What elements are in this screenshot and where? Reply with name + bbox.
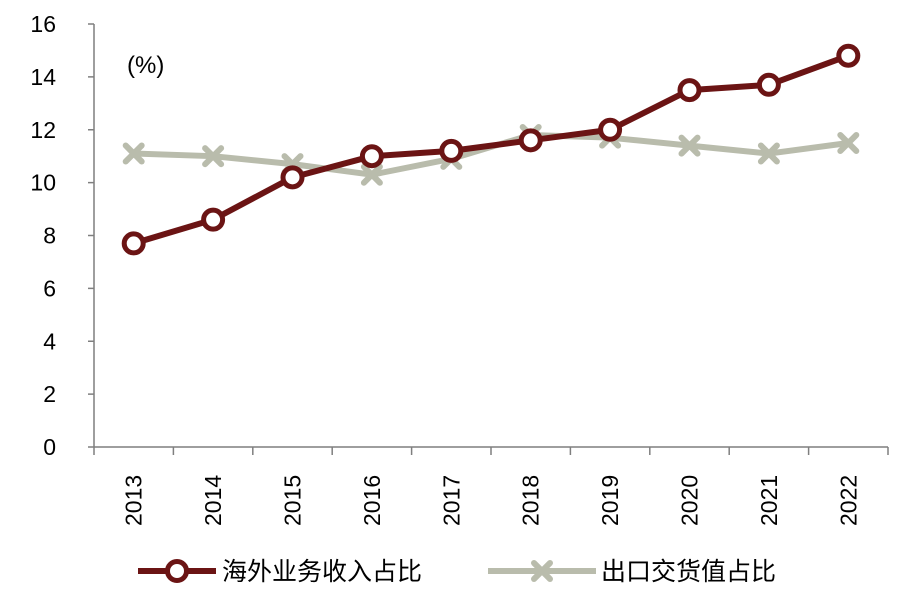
legend: 海外业务收入占比 出口交货值占比	[138, 557, 776, 586]
x-tick-label: 2021	[756, 475, 782, 526]
legend-swatch-marker	[165, 559, 189, 583]
legend-swatch-marker-stroke	[531, 560, 553, 582]
legend-item-2: 出口交货值占比	[488, 557, 776, 586]
series-1-point	[518, 128, 543, 153]
y-tick-label: 4	[43, 328, 56, 354]
series-1-point	[280, 165, 305, 190]
legend-swatch-marker	[531, 560, 553, 582]
series-2-point	[678, 134, 701, 157]
series-2-point-stroke	[757, 142, 780, 165]
legend-label: 出口交货值占比	[601, 557, 776, 586]
x-tick-label: 2022	[835, 475, 861, 526]
y-tick-label: 6	[43, 275, 56, 301]
series-layer	[121, 43, 861, 256]
series-2-point-stroke	[202, 145, 225, 168]
y-tick-label: 2	[43, 381, 56, 407]
axes: 0 2 4 6 8 10 12 14 16 2013 2014 2015 2016 2017 2018 201…	[30, 11, 889, 526]
series-1-point	[121, 231, 146, 256]
x-tick-label: 2016	[359, 475, 385, 526]
legend-label: 海外业务收入占比	[222, 557, 422, 586]
series-2-point	[360, 163, 383, 186]
series-2-point-stroke	[122, 142, 145, 165]
series-1	[121, 43, 861, 256]
y-tick-label: 8	[43, 223, 56, 249]
series-1-line	[132, 52, 850, 247]
x-tick-label: 2018	[518, 475, 544, 526]
y-tick-label: 0	[43, 434, 56, 460]
legend-item-1: 海外业务收入占比	[138, 557, 422, 586]
series-2-point	[837, 131, 860, 154]
series-1-point	[836, 43, 861, 68]
series-2-point-stroke	[837, 131, 860, 154]
series-1-point	[598, 117, 623, 142]
x-tick-label: 2015	[280, 475, 306, 526]
series-1-point	[756, 72, 781, 97]
y-tick-label: 12	[30, 117, 56, 143]
series-1-point	[359, 144, 384, 169]
series-2-point	[122, 142, 145, 165]
x-tick-label: 2013	[121, 475, 147, 526]
unit-label: (%)	[127, 52, 164, 79]
x-tick-label: 2014	[200, 475, 226, 526]
y-tick-label: 14	[30, 64, 56, 90]
x-tick-label: 2017	[438, 475, 464, 526]
series-2-point-stroke	[678, 134, 701, 157]
series-1-point	[201, 207, 226, 232]
series-1-point	[439, 138, 464, 163]
series-2	[122, 124, 860, 186]
x-tick-label: 2020	[677, 475, 703, 526]
series-2-point	[202, 145, 225, 168]
y-tick-label: 10	[30, 170, 56, 196]
series-1-point	[677, 78, 702, 103]
series-2-point	[757, 142, 780, 165]
series-2-point-stroke	[360, 163, 383, 186]
x-tick-label: 2019	[597, 475, 623, 526]
y-tick-label: 16	[30, 11, 56, 37]
series-2-line	[133, 132, 849, 178]
